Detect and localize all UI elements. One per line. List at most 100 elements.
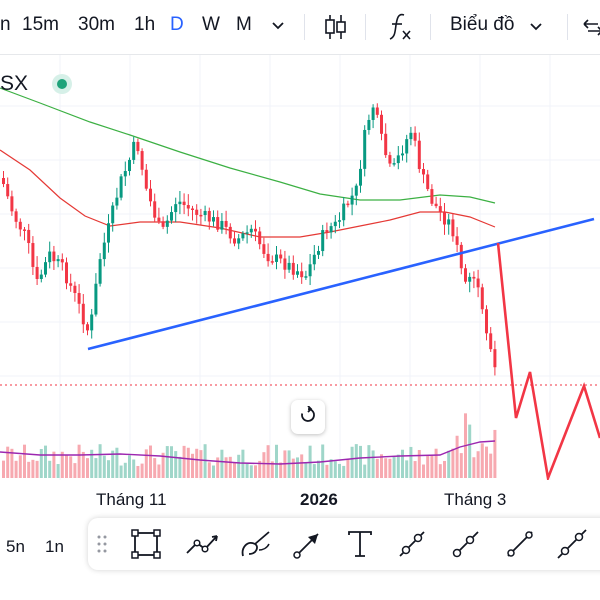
volume-bar [291,458,295,478]
volume-bar [438,464,442,478]
candle [174,204,178,213]
candle [321,230,325,252]
candle [270,261,274,263]
volume-bar [455,435,459,478]
volume-bar [245,463,249,478]
candle [153,201,157,218]
candle [18,221,22,230]
volume-bar [191,453,194,478]
range-button-1n[interactable]: 1n [45,537,64,556]
candle [409,132,413,140]
volume-bar [480,443,484,478]
volume-bar [359,445,362,478]
timeframe-partial-n[interactable]: n [0,14,11,35]
candlestick-icon[interactable] [322,13,348,46]
price-chart[interactable] [0,55,600,480]
volume-bar [346,459,350,478]
volume-bar [2,460,5,478]
ray-tool-icon[interactable] [394,526,430,562]
candle [275,254,278,262]
timeframe-30m[interactable]: 30m [78,14,115,35]
timeframe-w[interactable]: W [202,14,220,35]
path-tool-icon[interactable] [184,526,224,562]
candle [27,229,31,244]
volume-bar [216,457,220,478]
volume-bar [107,460,110,478]
volume-bar [342,465,346,478]
volume-bar [140,463,144,478]
candle [212,217,215,222]
volume-bar [417,449,421,478]
candle [52,251,56,262]
volume-bar [363,464,367,478]
candle [23,229,26,231]
candle [493,349,497,368]
volume-bar [489,453,493,478]
timeframe-15m[interactable]: 15m [22,14,59,35]
timeframe-1h[interactable]: 1h [134,14,156,35]
chevron-down-icon[interactable] [528,19,544,40]
candle [111,205,115,224]
volume-bar [10,448,14,478]
symbol-label[interactable]: SX [0,72,29,95]
candle [157,217,161,222]
volume-bar [451,448,455,478]
text-tool-icon[interactable] [342,526,378,562]
brush-tool-icon[interactable] [238,526,274,562]
candle [44,262,47,275]
volume-bar [220,449,224,478]
volume-bar [98,444,102,478]
volume-bar [304,462,308,478]
info-line-tool-icon[interactable] [448,526,484,562]
volume-bar [270,461,274,478]
extended-line-tool-icon[interactable] [554,526,590,562]
volume-bar [228,456,232,478]
candle [81,303,85,325]
rectangle-tool-icon[interactable] [128,526,164,562]
volume-bar [69,456,73,478]
range-button-5n[interactable]: 5n [6,537,25,556]
candle [241,233,245,239]
candle [472,276,476,279]
candle [90,314,94,331]
volume-bar [476,451,480,478]
volume-bar [178,456,182,478]
reset-chart-button[interactable] [291,400,325,434]
candle [300,271,304,278]
drag-handle-icon[interactable] [90,526,114,562]
candle [468,276,472,282]
volume-bar [333,461,337,478]
trend-line-tool-icon[interactable] [502,526,538,562]
chart-type-dropdown[interactable]: Biểu đồ [450,14,515,35]
volume-bar [396,454,400,478]
candle [128,159,131,172]
time-axis-label: Tháng 3 [444,490,507,509]
volume-bar [128,455,131,478]
candle [170,212,173,221]
candle [455,236,459,245]
volume-bar [199,450,203,478]
volume-bar [338,463,341,478]
arrow-tool-icon[interactable] [290,526,326,562]
volume-bar [447,450,451,478]
volume-bar [426,456,430,478]
timeframe-d[interactable]: D [170,14,184,35]
candle [77,293,81,304]
timeframe-m[interactable]: M [236,14,252,35]
arrows-icon[interactable] [582,17,600,42]
volume-bar [6,446,10,478]
candle [249,228,253,233]
chevron-down-icon[interactable] [270,18,286,39]
chart-area[interactable] [0,55,600,480]
volume-bar [111,450,115,478]
candle [283,258,287,270]
volume-bar [149,445,152,478]
candle [354,185,358,196]
volume-bar [65,455,68,478]
candle [48,251,52,263]
fx-icon[interactable] [384,11,416,48]
volume-bar [144,449,148,478]
volume-bar [102,455,106,478]
time-axis-label-year: 2026 [300,490,338,509]
candle [359,168,362,186]
